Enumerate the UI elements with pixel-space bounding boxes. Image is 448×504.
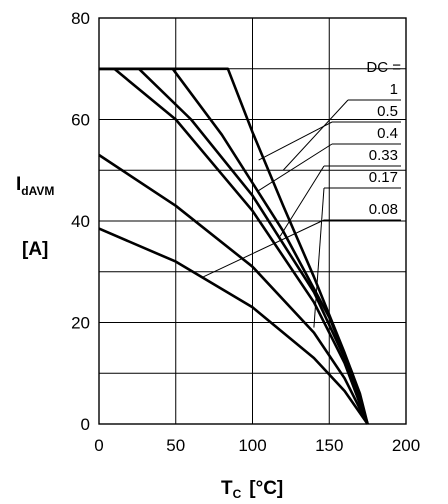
x-axis-label-main: T xyxy=(221,478,233,499)
tick-labels: 0 50 100 150 200 0 20 40 60 80 xyxy=(71,9,420,455)
y-axis-label-main: I xyxy=(16,174,21,195)
grid xyxy=(98,17,407,425)
plot-frame xyxy=(98,17,407,425)
y-tick-label: 0 xyxy=(81,415,90,434)
x-axis-label-unit: [°C] xyxy=(249,478,283,499)
leader-line xyxy=(258,143,333,191)
x-axis-label: TC [°C] xyxy=(221,478,283,501)
y-tick-label: 80 xyxy=(71,9,90,28)
x-tick-label: 100 xyxy=(238,436,266,455)
series-line-dc-0-08 xyxy=(98,227,369,425)
legend-label-dc-1: 1 xyxy=(390,81,398,98)
y-tick-label: 40 xyxy=(71,212,90,231)
leader-line xyxy=(203,219,325,278)
leader-line xyxy=(258,121,333,161)
x-tick-label: 150 xyxy=(315,436,343,455)
legend: DC = 1 0.5 0.4 0.33 0.17 0.08 xyxy=(366,59,401,218)
x-tick-label: 200 xyxy=(392,436,420,455)
legend-label-dc-0-4: 0.4 xyxy=(377,125,398,142)
y-axis-label: IdAVM xyxy=(16,174,54,198)
y-tick-label: 20 xyxy=(71,314,90,333)
y-axis-label-sub: dAVM xyxy=(21,184,54,198)
x-tick-label: 50 xyxy=(166,436,185,455)
leader-lines xyxy=(203,99,401,328)
x-axis-label-sub: C xyxy=(233,487,242,501)
y-tick-label: 60 xyxy=(71,111,90,130)
leader-line xyxy=(282,99,349,171)
legend-label-dc-0-08: 0.08 xyxy=(369,201,398,218)
series-line-dc-0-33 xyxy=(99,67,369,425)
x-tick-label: 0 xyxy=(94,436,103,455)
leader-line xyxy=(313,187,325,328)
series-line-dc-0-17 xyxy=(98,153,369,425)
legend-label-dc-0-33: 0.33 xyxy=(369,147,398,164)
y-axis-unit: [A] xyxy=(22,239,48,260)
series-line-dc-0-4 xyxy=(99,67,369,425)
legend-label-dc-0-17: 0.17 xyxy=(369,169,398,186)
legend-label-dc-0-5: 0.5 xyxy=(377,103,398,120)
legend-title: DC = xyxy=(366,59,401,76)
leader-line xyxy=(279,165,325,237)
